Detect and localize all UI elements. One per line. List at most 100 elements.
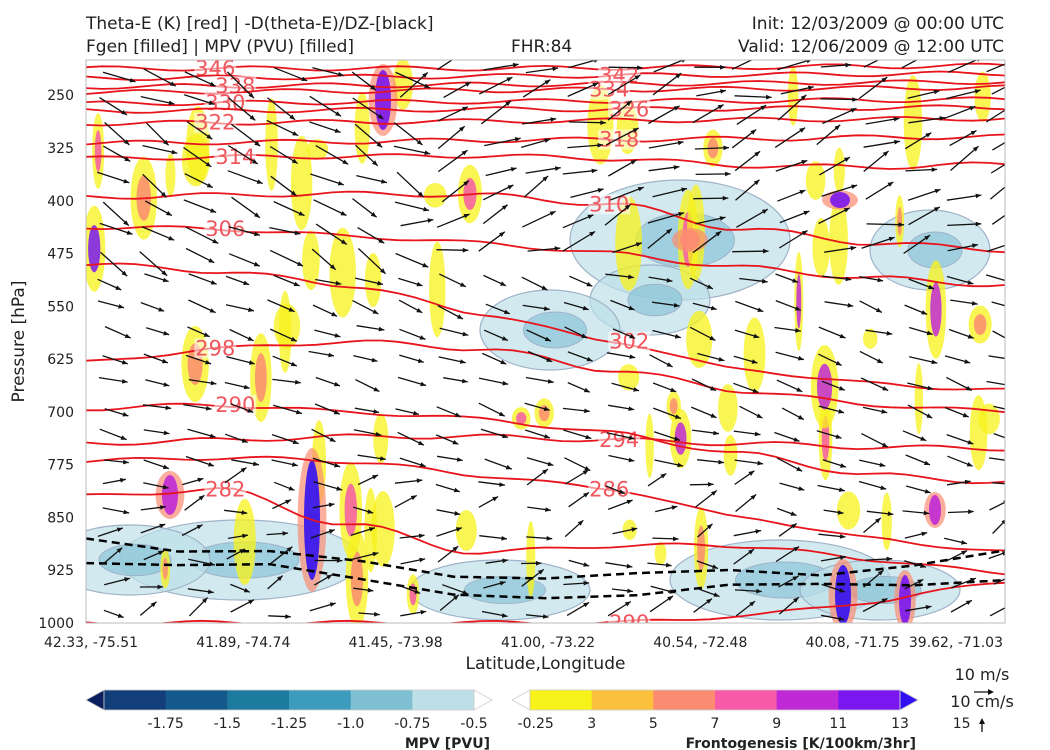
wind-vector-head — [544, 79, 551, 85]
wind-vector — [863, 140, 901, 148]
theta-e-line — [86, 455, 1005, 552]
wind-vector-head — [209, 81, 216, 87]
wind-vector-head — [674, 414, 681, 419]
wind-vector-head — [165, 405, 172, 410]
wind-vector-head — [123, 220, 129, 226]
wind-vector — [610, 186, 645, 201]
wind-vector-head — [124, 333, 131, 338]
wind-vector-head — [1012, 59, 1018, 63]
wind-vector-head — [198, 495, 205, 501]
wind-vector-head — [209, 433, 216, 438]
wind-vector — [393, 122, 423, 146]
wind-vector-head — [545, 507, 551, 512]
wind-vector-head — [166, 210, 172, 216]
wind-vector-head — [725, 171, 731, 177]
wind-vector-head — [378, 238, 385, 244]
wind-vector-head — [542, 469, 548, 475]
wind-vector-head — [626, 499, 633, 505]
wind-vector-head — [205, 406, 212, 411]
title-line-2: Fgen [filled] | MPV (PVU) [filled] — [86, 37, 355, 57]
wind-vector — [562, 230, 596, 252]
wind-vector-head — [544, 138, 551, 143]
theta-e-label: 290 — [609, 611, 649, 635]
wind-vector-head — [628, 457, 635, 463]
wind-vector-head — [498, 411, 505, 417]
wind-vector-head — [975, 193, 982, 199]
wind-vector-head — [797, 355, 804, 361]
wind-vector-head — [126, 230, 133, 235]
fgen-colorbar-tick: 15 — [953, 716, 971, 732]
wind-vector-head — [419, 335, 426, 340]
wind-vector-head — [796, 466, 803, 472]
wind-vector-head — [292, 439, 299, 444]
wind-vector-head — [967, 280, 974, 285]
wind-vector-head — [290, 336, 297, 342]
wind-vector-head — [544, 434, 550, 439]
wind-vector — [525, 167, 561, 174]
wind-vector-head — [427, 218, 434, 223]
wind-vector-head — [843, 157, 850, 162]
wind-vector-head — [119, 478, 126, 483]
wind-vector-head — [750, 494, 757, 500]
wind-vector-head — [248, 599, 255, 605]
wind-vector — [988, 457, 1005, 461]
wind-vector-head — [713, 430, 719, 436]
wind-vector-head — [505, 100, 511, 107]
wind-vector-head — [920, 436, 927, 441]
wind-vector-head — [766, 94, 772, 100]
wind-vector-head — [880, 485, 887, 490]
wind-vector-head — [378, 326, 385, 332]
wind-vector — [901, 60, 919, 69]
theta-e-label: 286 — [589, 477, 629, 501]
wind-vector-head — [881, 442, 888, 448]
wind-vector-head — [419, 462, 426, 467]
wind-vector-head — [367, 587, 374, 593]
fgen-fill — [615, 196, 642, 291]
fgen-fill — [364, 252, 382, 308]
fgen-fill — [329, 227, 356, 318]
wind-vector — [562, 169, 598, 175]
wind-vector-head — [760, 105, 767, 111]
wind-vector — [950, 145, 979, 171]
theta-e-label: 282 — [205, 477, 245, 501]
wind-vector-head — [632, 128, 639, 133]
fgen-colorbar-swatch — [653, 690, 716, 710]
wind-vector-head — [1001, 519, 1005, 525]
wind-vector-head — [1012, 340, 1018, 345]
wind-vector-head — [876, 358, 883, 364]
wind-vector — [608, 66, 643, 69]
wind-vector-head — [116, 547, 123, 553]
mpv-fill — [98, 543, 172, 577]
wind-vector-head — [926, 413, 933, 419]
valid-time: Valid: 12/06/2009 @ 12:00 UTC — [738, 37, 1004, 57]
wind-reference: 10 m/s 10 cm/s — [950, 665, 1014, 732]
wind-vector-head — [240, 467, 247, 473]
wind-vector-head — [894, 139, 900, 145]
wind-vector — [986, 63, 1005, 73]
wind-vector — [692, 230, 722, 254]
wind-vector-head — [706, 284, 713, 289]
wind-vector-head — [972, 243, 978, 248]
wind-vector-head — [241, 438, 248, 443]
wind-vector-head — [718, 459, 724, 465]
wind-vector-head — [457, 314, 463, 319]
wind-vector-head — [162, 484, 169, 490]
fgen-fill — [723, 434, 738, 476]
wind-vector-head — [462, 106, 468, 112]
wind-vector-head — [547, 461, 554, 467]
fgen-fill — [787, 66, 799, 126]
wind-vector-head — [751, 359, 758, 364]
wind-vector-head — [334, 462, 340, 468]
wind-vector-head — [969, 578, 976, 583]
wind-vector-head — [761, 209, 768, 214]
fgen-colorbar-tick: 13 — [891, 716, 909, 732]
wind-vector-head — [763, 248, 769, 254]
wind-vector-head — [851, 184, 858, 189]
mpv-colorbar-swatch — [227, 690, 290, 710]
wind-vector — [822, 107, 857, 125]
wind-vector — [139, 251, 168, 277]
wind-vector-head — [503, 309, 510, 314]
wind-vector-head — [514, 137, 521, 142]
wind-vector-head — [422, 262, 429, 268]
fgen-fill — [973, 314, 987, 335]
